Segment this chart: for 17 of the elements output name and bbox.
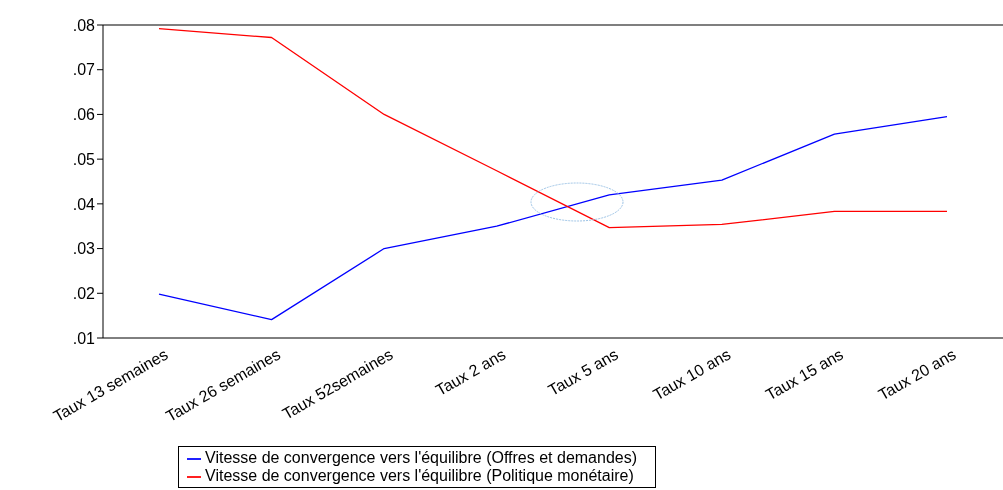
y-tick-label: .03 — [72, 240, 96, 258]
y-tick-label: .06 — [72, 106, 96, 124]
line-series — [158, 116, 948, 321]
x-tick-label: Taux 5 ans — [545, 345, 621, 399]
y-tick-label: .08 — [72, 16, 96, 34]
y-tick-label: .02 — [72, 284, 96, 302]
x-tick-label: Taux 20 ans — [875, 345, 959, 404]
legend-label: Vitesse de convergence vers l'équilibre (Offres et demandes) — [205, 449, 638, 466]
y-tick-label: .01 — [72, 329, 96, 347]
x-tick-label: Taux 2 ans — [432, 345, 509, 399]
line-series — [158, 27, 948, 229]
y-tick-label: .05 — [72, 150, 96, 168]
x-tick-label: Taux 15 ans — [762, 345, 847, 404]
y-tick-label: .04 — [72, 195, 96, 213]
legend-label: Vitesse de convergence vers l'équilibre (Politique monétaire) — [205, 467, 634, 484]
y-tick-label: .07 — [72, 61, 96, 79]
x-tick-label: Taux 10 ans — [650, 345, 734, 404]
